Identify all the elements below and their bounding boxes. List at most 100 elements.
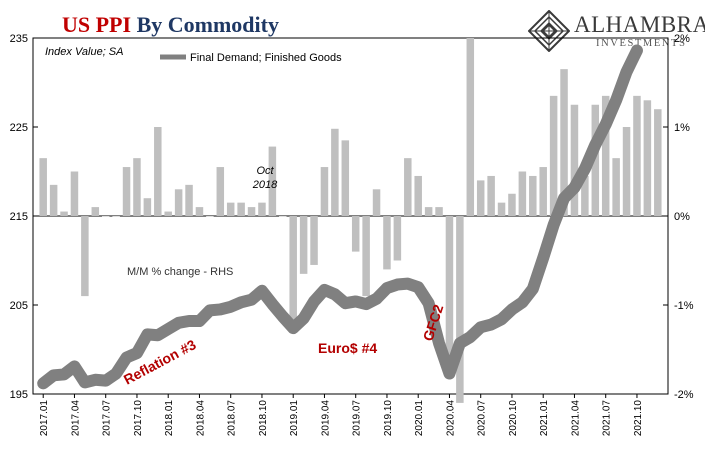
x-tick-label: 2019.01 xyxy=(289,400,300,437)
mm-change-bar xyxy=(299,216,308,274)
mm-change-bar xyxy=(591,104,600,216)
mm-change-bar xyxy=(518,171,527,216)
x-tick-label: 2018.10 xyxy=(258,400,269,437)
mm-change-bar xyxy=(435,207,443,216)
mm-change-bar xyxy=(351,216,360,252)
mm-change-bar xyxy=(466,38,475,216)
x-tick-label: 2019.10 xyxy=(383,400,394,437)
alhambra-logo: ALHAMBRA INVESTMENTS xyxy=(528,10,705,52)
right-tick-label: -2% xyxy=(674,389,694,401)
mm-change-bar xyxy=(372,189,381,216)
mm-change-bar xyxy=(143,198,152,216)
bar-series xyxy=(39,38,662,403)
mm-change-bar xyxy=(81,216,89,297)
x-tick-label: 2019.07 xyxy=(352,400,363,437)
logo-subtitle: INVESTMENTS xyxy=(596,38,687,49)
mm-change-bar xyxy=(560,69,568,217)
mm-change-bar xyxy=(362,216,370,297)
left-tick-label: 215 xyxy=(10,211,28,223)
logo-wordmark: ALHAMBRA xyxy=(574,12,705,37)
mm-change-bar xyxy=(383,216,391,270)
annotation-oct: Oct xyxy=(256,165,274,177)
mm-change-bar xyxy=(164,211,172,216)
annotation-eurodollar: Euro$ #4 xyxy=(318,340,377,356)
mm-change-bar xyxy=(581,175,589,216)
annotation-reflation: Reflation #3 xyxy=(121,336,199,387)
x-tick-label: 2017.04 xyxy=(70,400,81,437)
axes: 195 205 215 225 235 -2% -1% 0% 1% 2% 2017.01 2017.0… xyxy=(10,33,694,436)
mm-change-bar xyxy=(185,184,193,216)
left-tick-label: 195 xyxy=(10,389,28,401)
mm-change-bar xyxy=(424,207,433,216)
left-tick-label: 205 xyxy=(10,300,28,312)
diamond-logo-icon xyxy=(528,10,570,52)
mm-change-bar xyxy=(549,95,558,216)
x-tick-label: 2020.04 xyxy=(445,400,456,437)
mm-change-bar xyxy=(654,109,662,216)
mm-change-bar xyxy=(268,146,277,216)
mm-change-bar xyxy=(570,104,579,216)
mm-change-bar xyxy=(258,202,266,216)
x-tick-label: 2020.01 xyxy=(414,400,425,437)
mm-change-bar xyxy=(643,100,652,216)
x-tick-label: 2019.04 xyxy=(320,400,331,437)
mm-change-bar xyxy=(154,127,162,216)
mm-change-bar xyxy=(612,158,620,216)
left-tick-label: 235 xyxy=(10,33,28,45)
mm-change-bar xyxy=(49,184,58,216)
mm-change-bar xyxy=(633,95,641,216)
right-tick-label: 0% xyxy=(674,211,690,223)
mm-change-bar xyxy=(289,216,297,328)
mm-change-bar xyxy=(101,216,110,217)
chart-title-blue: By Commodity xyxy=(136,12,279,37)
x-tick-label: 2017.01 xyxy=(39,400,50,437)
mm-change-bar xyxy=(320,167,329,216)
mm-change-bar xyxy=(60,211,68,216)
left-axis-label: Index Value; SA xyxy=(45,46,123,58)
mm-change-bar xyxy=(174,189,183,216)
mm-change-bar xyxy=(247,207,256,216)
mm-change-bar xyxy=(404,158,412,216)
mm-change-bar xyxy=(122,167,131,216)
mm-change-bar xyxy=(497,202,506,216)
left-tick-label: 225 xyxy=(10,122,28,134)
mm-change-bar xyxy=(487,175,495,216)
mm-change-bar xyxy=(476,180,485,216)
x-tick-label: 2021.04 xyxy=(570,400,581,437)
mm-change-bar xyxy=(279,216,287,217)
chart-title-red: US PPI xyxy=(62,12,132,37)
mm-change-bar xyxy=(195,207,204,216)
x-tick-label: 2018.01 xyxy=(164,400,175,437)
mm-change-bar xyxy=(601,95,610,216)
mm-change-bar xyxy=(310,216,318,265)
x-tick-label: 2018.04 xyxy=(195,400,206,437)
mm-change-bar xyxy=(445,216,454,372)
x-tick-label: 2017.07 xyxy=(102,400,113,437)
mm-change-bar xyxy=(622,127,631,216)
legend-label: Final Demand; Finished Goods xyxy=(190,52,342,64)
x-tick-label: 2020.07 xyxy=(477,400,488,437)
x-tick-label: 2021.01 xyxy=(539,400,550,437)
mm-change-bar xyxy=(414,175,422,216)
mm-change-bar xyxy=(341,140,350,216)
mm-change-bar xyxy=(539,167,547,216)
chart-title: US PPI By Commodity xyxy=(62,12,279,38)
right-tick-label: -1% xyxy=(674,300,694,312)
mm-change-bar xyxy=(206,216,214,217)
x-tick-label: 2021.07 xyxy=(602,400,613,437)
mm-change-bar xyxy=(112,216,120,217)
annotation-mm-rhs: M/M % change - RHS xyxy=(127,266,233,278)
mm-change-bar xyxy=(226,202,235,216)
mm-change-bar xyxy=(331,128,339,216)
mm-change-bar xyxy=(39,158,47,216)
line-series xyxy=(37,44,643,390)
right-tick-label: 1% xyxy=(674,122,690,134)
annotation-oct-year: 2018 xyxy=(252,179,278,191)
mm-change-bar xyxy=(529,175,537,216)
mm-change-bar xyxy=(393,216,402,261)
mm-change-bar xyxy=(237,202,245,216)
right-tick-label: 2% xyxy=(674,33,690,45)
x-tick-label: 2017.10 xyxy=(133,400,144,437)
mm-change-bar xyxy=(456,216,464,403)
